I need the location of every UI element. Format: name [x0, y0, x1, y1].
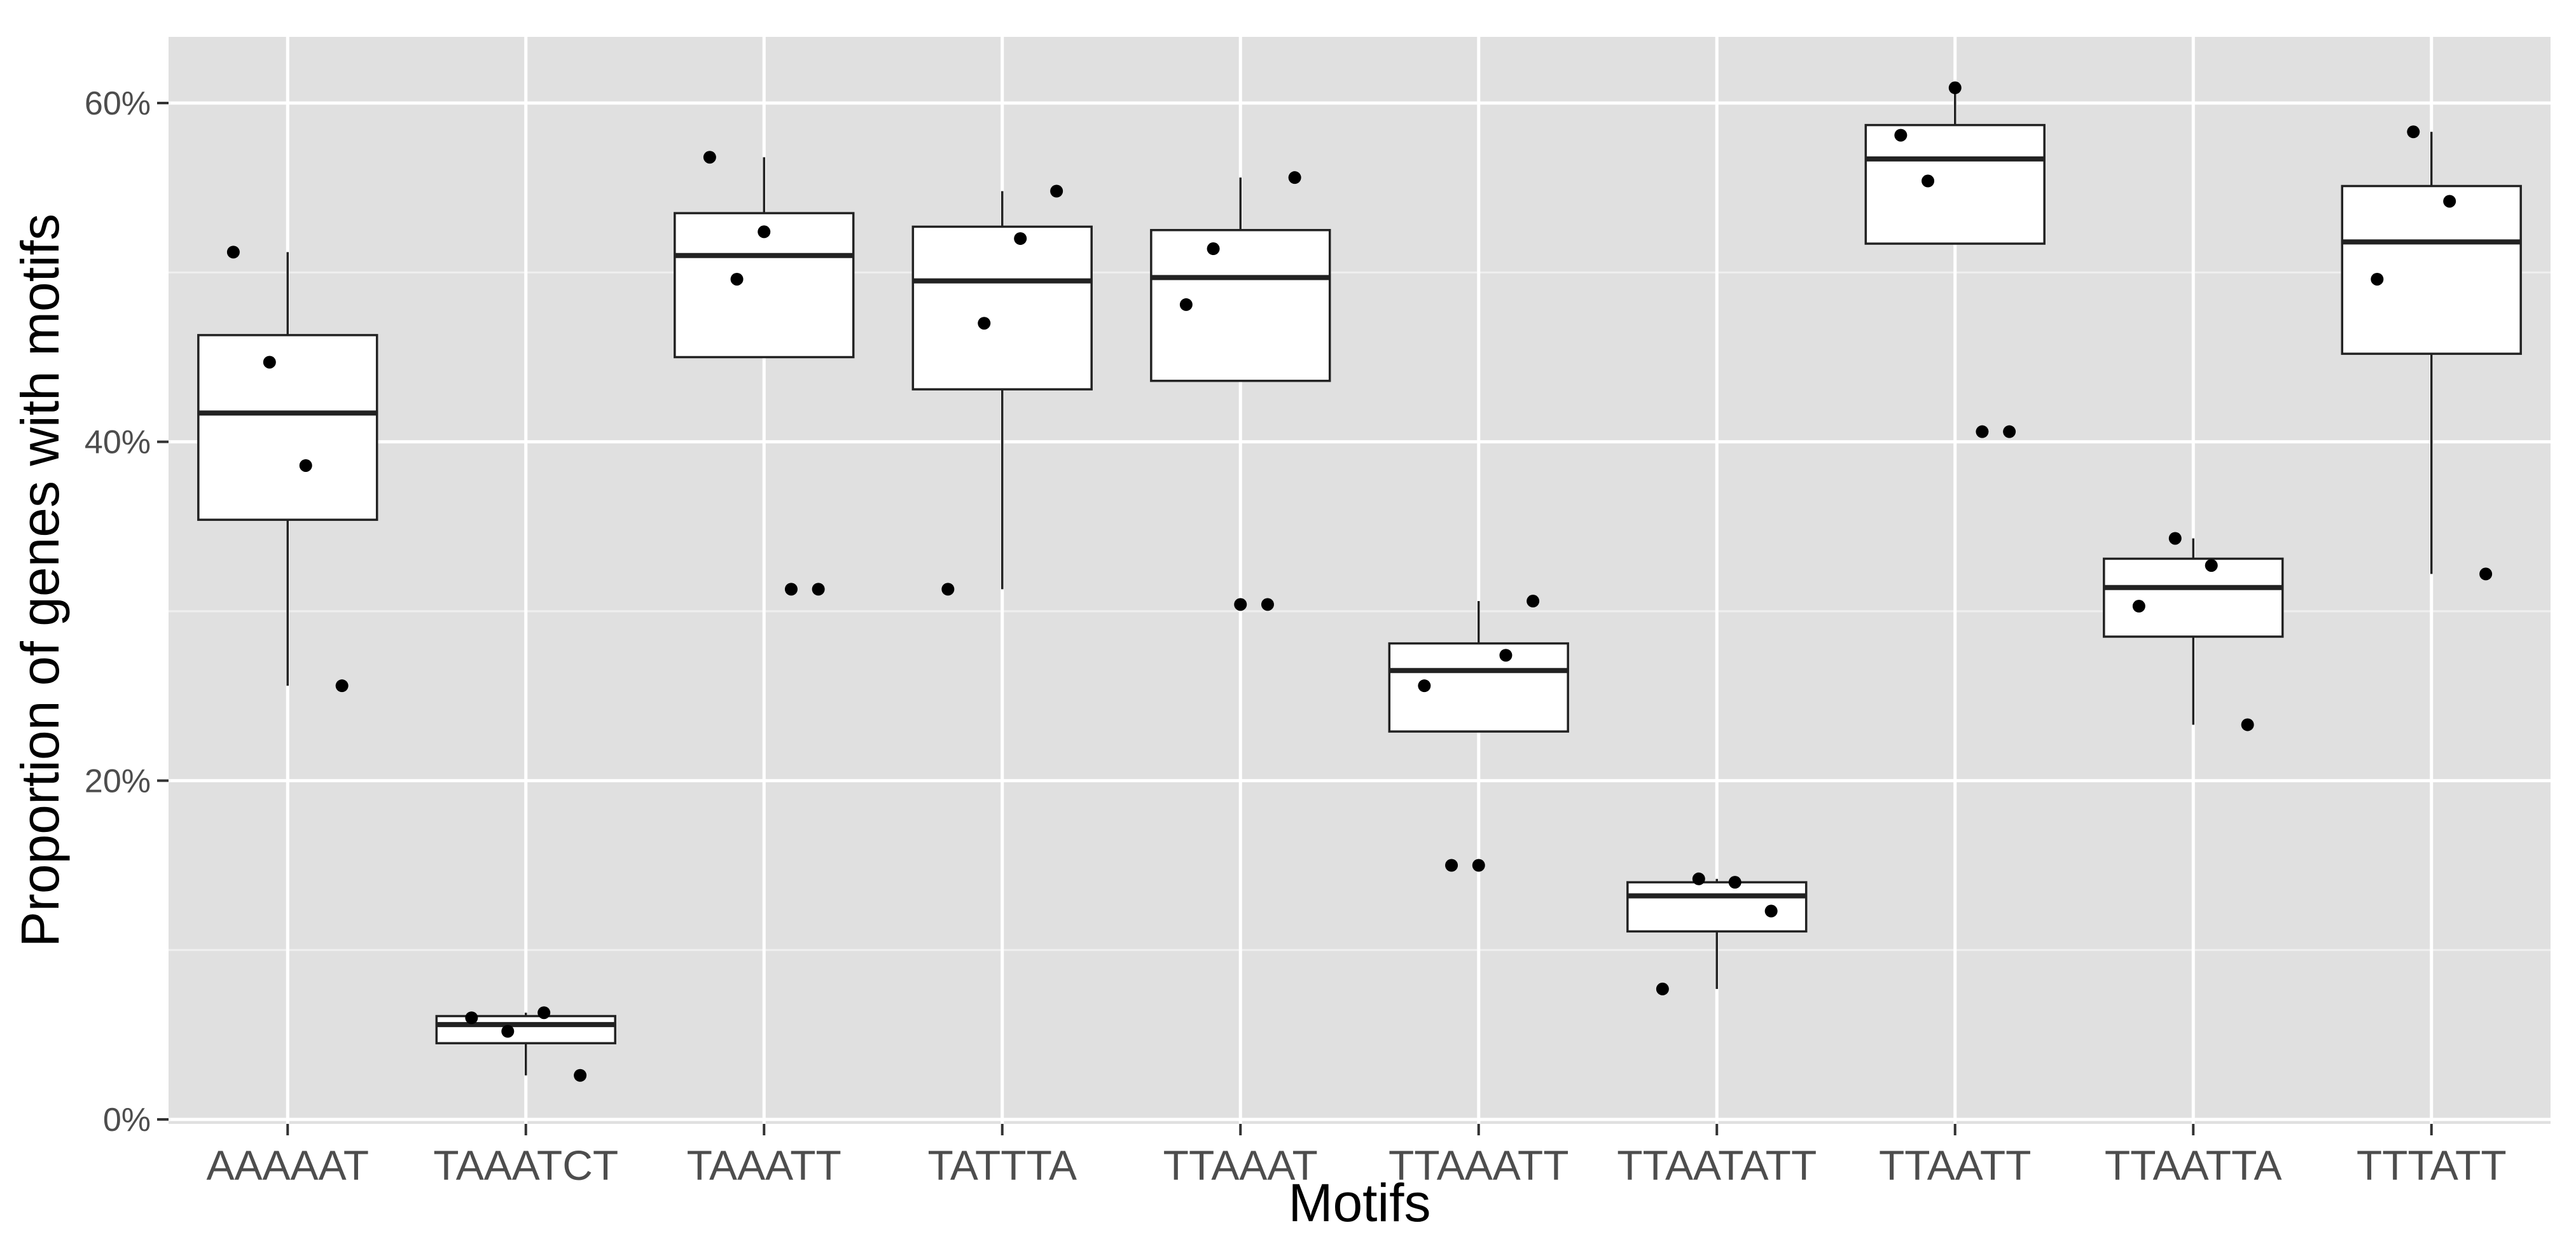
data-point	[1014, 232, 1027, 246]
box-ttaatta	[2103, 538, 2284, 725]
x-tick-label: TTAATTA	[2105, 1142, 2282, 1189]
data-point	[812, 583, 825, 596]
data-point	[1527, 595, 1540, 608]
data-point	[1472, 859, 1485, 872]
data-point	[1261, 598, 1274, 611]
data-point	[1922, 174, 1935, 188]
data-point	[537, 1006, 551, 1020]
x-tick-label: TAAATCT	[433, 1142, 618, 1189]
data-point	[1499, 649, 1513, 662]
x-tick-label: AAAAAT	[206, 1142, 369, 1189]
data-point	[1976, 425, 1989, 438]
data-point	[1179, 298, 1193, 311]
data-point	[263, 356, 276, 369]
box-body	[911, 225, 1093, 391]
box-body	[2103, 557, 2284, 638]
data-point	[299, 459, 312, 472]
x-tick-label: TTAATATT	[1617, 1142, 1817, 1189]
box-body	[1864, 123, 2046, 245]
data-point	[2205, 559, 2218, 572]
box-body	[1150, 229, 1331, 382]
axes: 0% 20% 40% 60% AAAAAT TAAATCT TAAATT TATTTA TTAA…	[85, 85, 2507, 1189]
box-body	[2341, 184, 2522, 355]
data-point	[941, 583, 955, 596]
data-point	[703, 151, 716, 164]
data-point	[335, 679, 349, 693]
data-point	[1207, 242, 1220, 256]
data-point	[1692, 872, 1705, 885]
box-aaaaat	[197, 252, 378, 686]
data-point	[501, 1025, 515, 1038]
data-point	[1656, 982, 1669, 995]
x-tick-label: TATTTA	[927, 1142, 1077, 1189]
box-body	[1388, 642, 1569, 733]
point-series	[226, 81, 2493, 1082]
data-point	[1418, 679, 1431, 693]
data-point	[1234, 598, 1247, 611]
box-body	[1626, 881, 1808, 933]
box-ttaatatt	[1626, 878, 1808, 989]
data-point	[2241, 718, 2254, 731]
data-point	[2003, 425, 2016, 438]
data-point	[1445, 859, 1458, 872]
data-point	[2132, 600, 2145, 613]
x-axis-title: Motifs	[1288, 1173, 1430, 1233]
data-point	[978, 317, 991, 330]
data-point	[730, 272, 744, 286]
x-tick-label: TAAATT	[687, 1142, 841, 1189]
data-point	[1894, 128, 1908, 142]
data-point	[1764, 904, 1778, 918]
data-point	[1728, 876, 1742, 889]
x-tick-label: TTAAATT	[1388, 1142, 1569, 1189]
y-tick-label: 60%	[85, 85, 151, 122]
x-tick-label: TTAAAT	[1163, 1142, 1318, 1189]
data-point	[2443, 195, 2456, 208]
data-point	[465, 1011, 478, 1025]
data-point	[758, 225, 771, 239]
y-tick-label: 40%	[85, 424, 151, 461]
box-tttatt	[2341, 132, 2522, 574]
data-point	[2168, 532, 2182, 545]
data-point	[2407, 125, 2420, 139]
data-point	[784, 583, 798, 596]
box-series	[197, 88, 2522, 1076]
data-point	[574, 1069, 587, 1082]
data-point	[226, 246, 240, 259]
x-tick-label: TTAATT	[1879, 1142, 2032, 1189]
y-tick-label: 0%	[103, 1102, 151, 1139]
data-point	[1288, 171, 1301, 184]
box-ttaatt	[1864, 88, 2046, 245]
data-point	[1948, 81, 1962, 95]
data-point	[1050, 184, 1063, 198]
box-body	[435, 1014, 616, 1044]
data-point	[2371, 272, 2384, 286]
box-body	[197, 334, 378, 521]
data-point	[2479, 567, 2493, 581]
y-axis-title: Proportion of genes with motifs	[10, 214, 70, 947]
x-tick-label: TTTATT	[2357, 1142, 2507, 1189]
y-tick-label: 20%	[85, 763, 151, 800]
box-tattta	[911, 191, 1093, 590]
